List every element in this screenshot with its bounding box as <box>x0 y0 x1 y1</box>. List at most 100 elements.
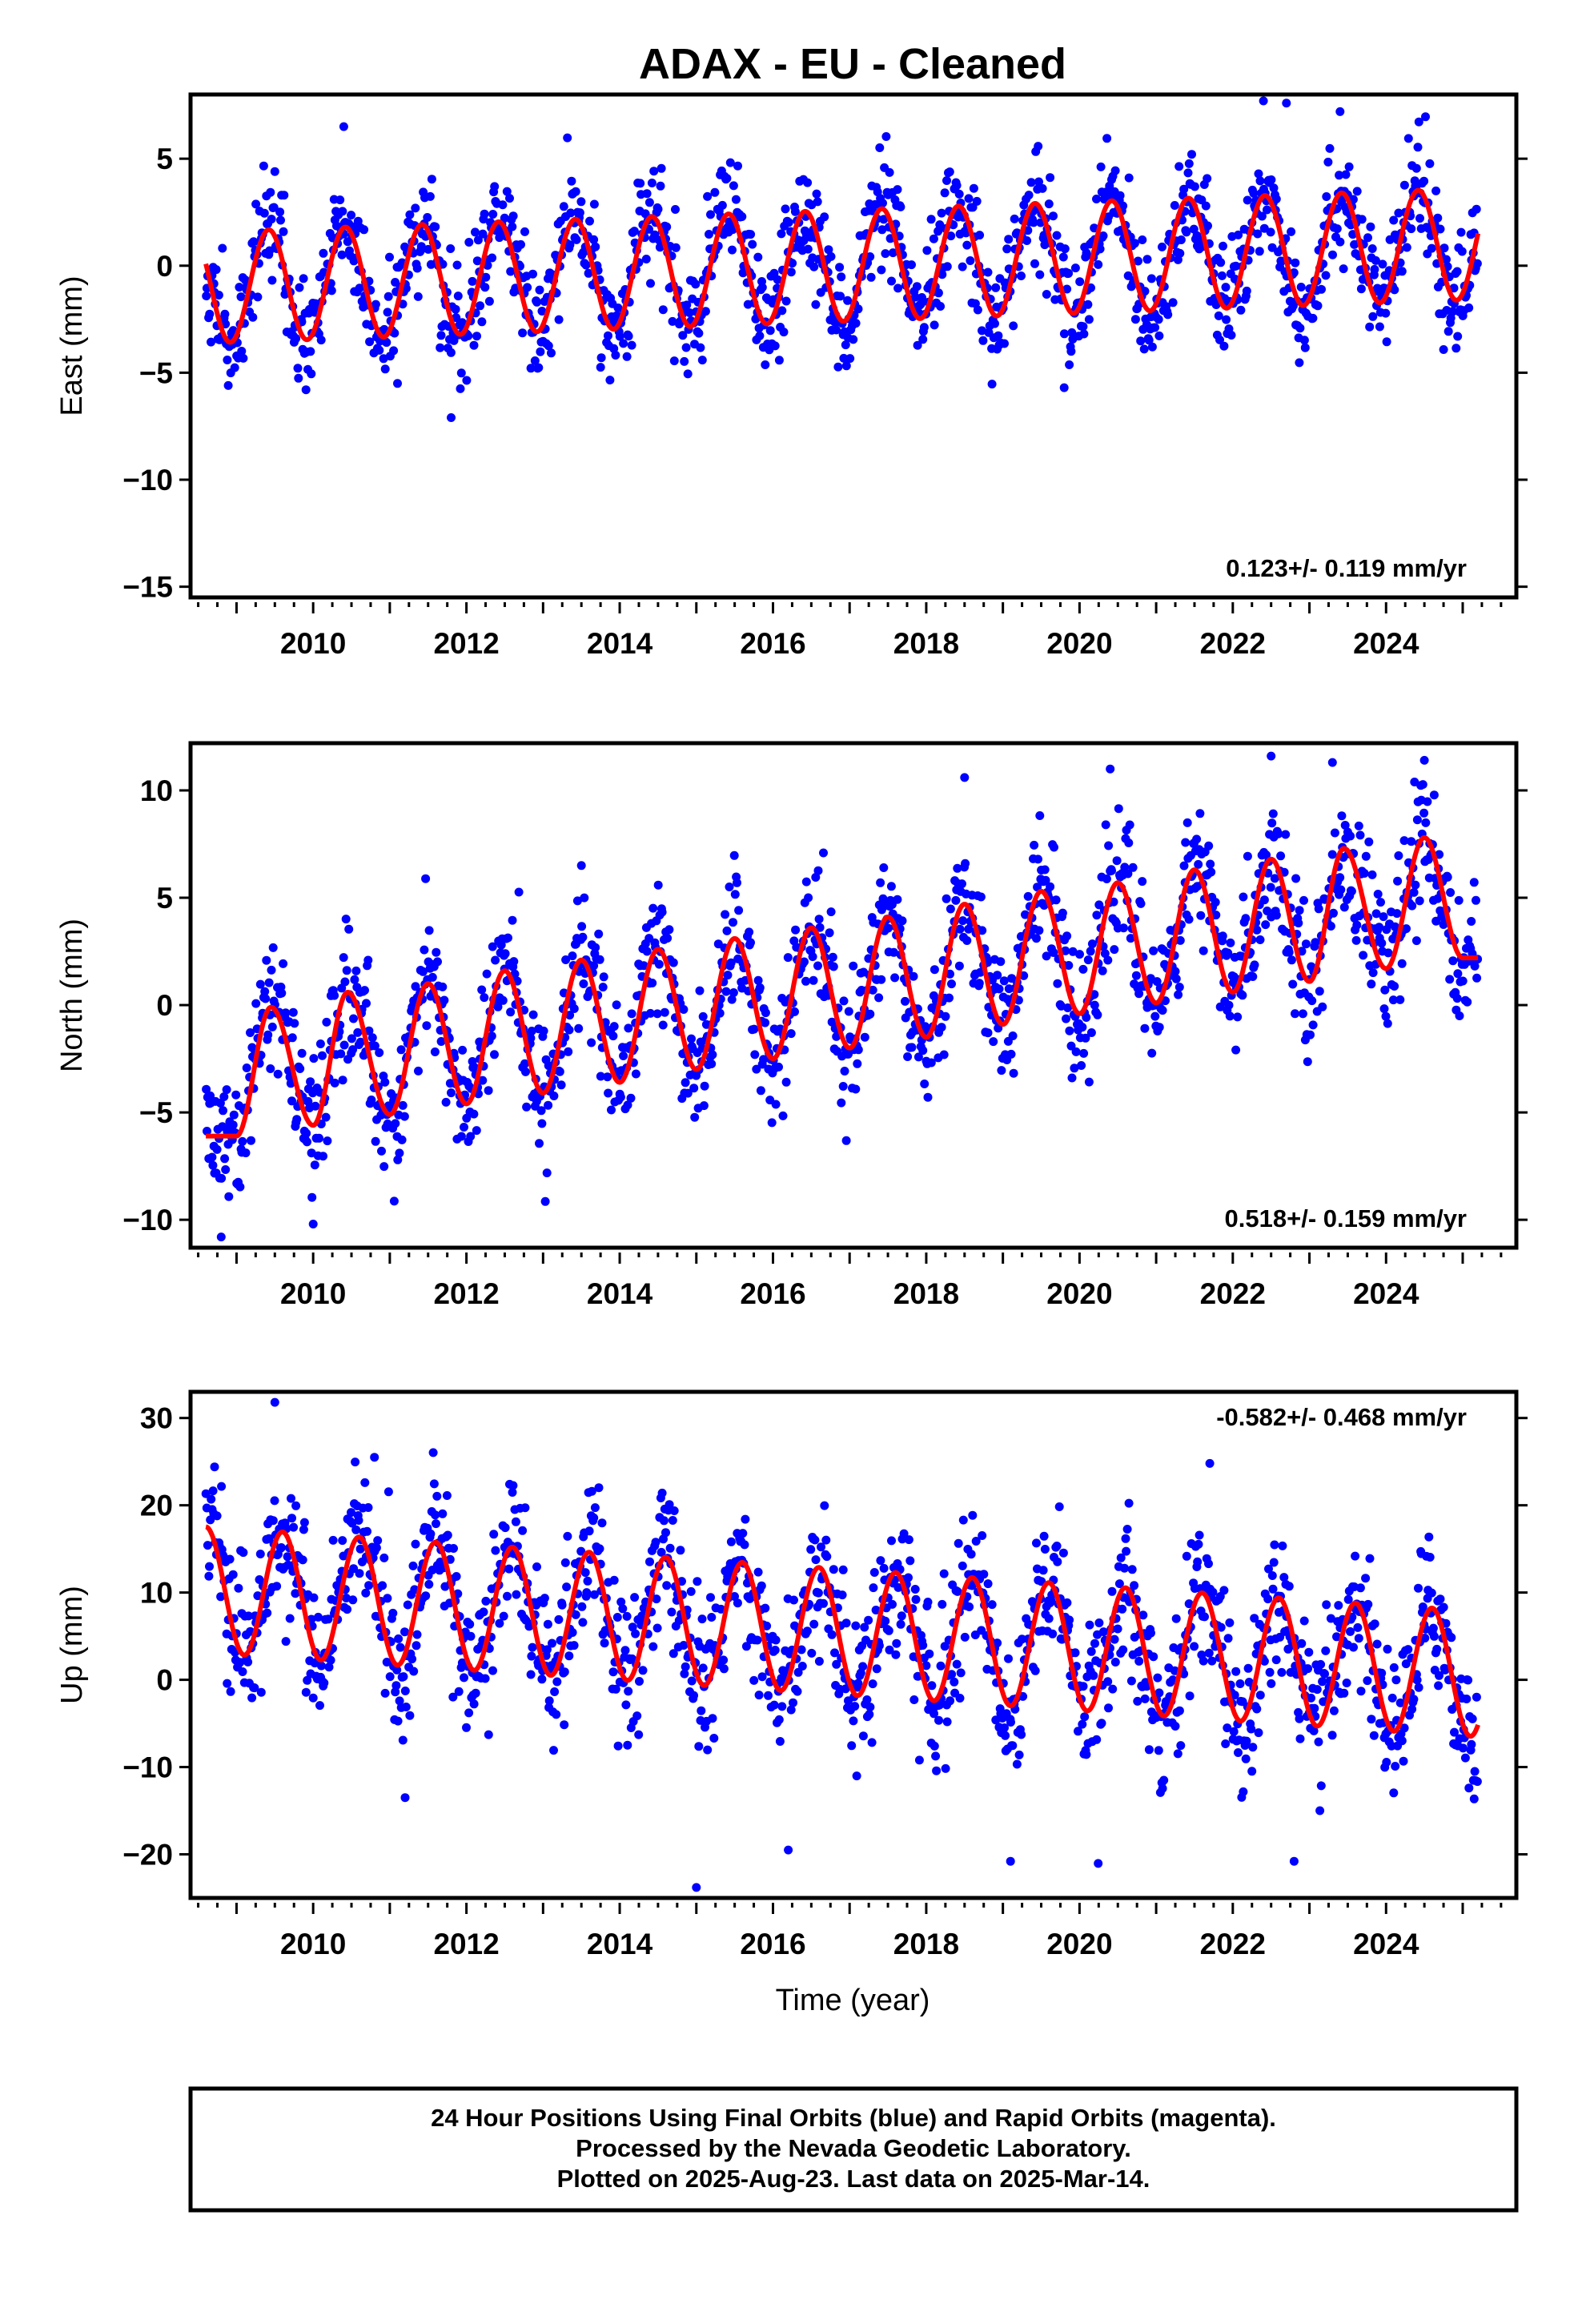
data-point <box>1443 872 1452 882</box>
data-point <box>249 237 259 247</box>
data-point <box>1316 1781 1326 1791</box>
data-point <box>605 376 615 385</box>
data-point <box>1263 205 1271 215</box>
data-point <box>860 1622 869 1632</box>
data-point <box>1371 909 1381 919</box>
data-point <box>849 335 858 344</box>
data-point <box>680 356 689 366</box>
data-point <box>389 1196 399 1206</box>
data-point <box>876 1556 885 1566</box>
data-point <box>1326 1614 1335 1623</box>
data-point <box>737 212 747 221</box>
data-point <box>400 1687 410 1695</box>
data-point <box>1001 1731 1010 1740</box>
data-point <box>1394 208 1403 218</box>
data-point <box>738 1529 748 1538</box>
data-point <box>216 1592 226 1602</box>
data-point <box>974 979 984 988</box>
data-point <box>1247 1767 1257 1776</box>
data-point <box>938 270 947 279</box>
data-point <box>946 904 955 914</box>
data-point <box>591 242 600 251</box>
data-point <box>285 1614 295 1623</box>
data-point <box>934 288 943 298</box>
data-point <box>259 208 269 218</box>
data-point <box>909 1695 919 1704</box>
data-point <box>1038 1566 1048 1575</box>
outlier-point <box>576 861 586 870</box>
data-point <box>892 1638 901 1648</box>
data-point <box>1233 1012 1243 1022</box>
data-point <box>1184 1599 1194 1609</box>
data-point <box>205 1562 214 1571</box>
data-point <box>1120 1563 1129 1573</box>
data-point <box>1140 1694 1150 1703</box>
data-point <box>707 1059 717 1068</box>
outlier-point <box>1419 755 1429 765</box>
data-point <box>753 975 763 985</box>
data-point <box>1341 170 1351 179</box>
data-point <box>970 1630 980 1639</box>
data-point <box>336 1049 346 1059</box>
data-point <box>1425 1553 1435 1562</box>
data-point <box>829 962 838 971</box>
data-point <box>1343 1594 1353 1604</box>
data-point <box>996 957 1006 967</box>
data-point <box>383 1594 392 1603</box>
data-point <box>843 296 853 305</box>
data-point <box>458 1045 468 1055</box>
data-point <box>451 304 460 314</box>
data-point <box>424 1579 434 1589</box>
data-point <box>1312 1685 1322 1695</box>
data-point <box>930 320 939 330</box>
data-point <box>544 1696 554 1706</box>
data-point <box>428 1448 438 1458</box>
data-point <box>753 1567 763 1577</box>
data-point <box>907 260 916 270</box>
y-tick-label: 10 <box>140 1577 173 1610</box>
data-point <box>701 307 710 316</box>
data-point <box>642 189 652 199</box>
data-point <box>1314 1737 1323 1747</box>
data-point <box>923 1092 933 1102</box>
data-point <box>378 1581 387 1590</box>
data-point <box>1097 1719 1106 1728</box>
data-point <box>1470 1767 1480 1776</box>
data-point <box>1190 1642 1199 1651</box>
data-point <box>256 1687 266 1697</box>
data-point <box>509 957 519 967</box>
data-point <box>790 1007 799 1016</box>
data-point <box>299 1525 308 1534</box>
x-tick-label: 2016 <box>740 1928 805 1960</box>
data-point <box>1306 1030 1315 1039</box>
data-point <box>1300 343 1310 352</box>
data-point <box>1070 1648 1080 1658</box>
data-point <box>311 299 320 308</box>
data-point <box>1403 134 1413 143</box>
data-point <box>862 1695 872 1704</box>
data-point <box>710 187 720 197</box>
data-point <box>1066 1041 1076 1051</box>
data-point <box>508 1488 517 1497</box>
data-point <box>1278 1541 1287 1550</box>
data-point <box>802 1626 812 1636</box>
x-tick-label: 2018 <box>893 1928 959 1960</box>
data-point <box>1298 1009 1307 1019</box>
data-point <box>867 1738 877 1747</box>
data-point <box>631 1069 640 1079</box>
data-point <box>1139 344 1149 354</box>
data-point <box>786 1029 796 1039</box>
data-point <box>498 995 508 1005</box>
data-point <box>696 343 705 352</box>
data-point <box>348 1595 358 1605</box>
data-point <box>473 235 483 245</box>
data-point <box>1217 271 1227 280</box>
data-point <box>1182 818 1192 827</box>
data-point <box>966 256 975 265</box>
data-point <box>362 999 371 1008</box>
outlier-point <box>447 413 456 422</box>
data-point <box>342 966 351 975</box>
data-point <box>1397 959 1407 968</box>
data-point <box>814 915 824 924</box>
data-point <box>580 1568 590 1578</box>
